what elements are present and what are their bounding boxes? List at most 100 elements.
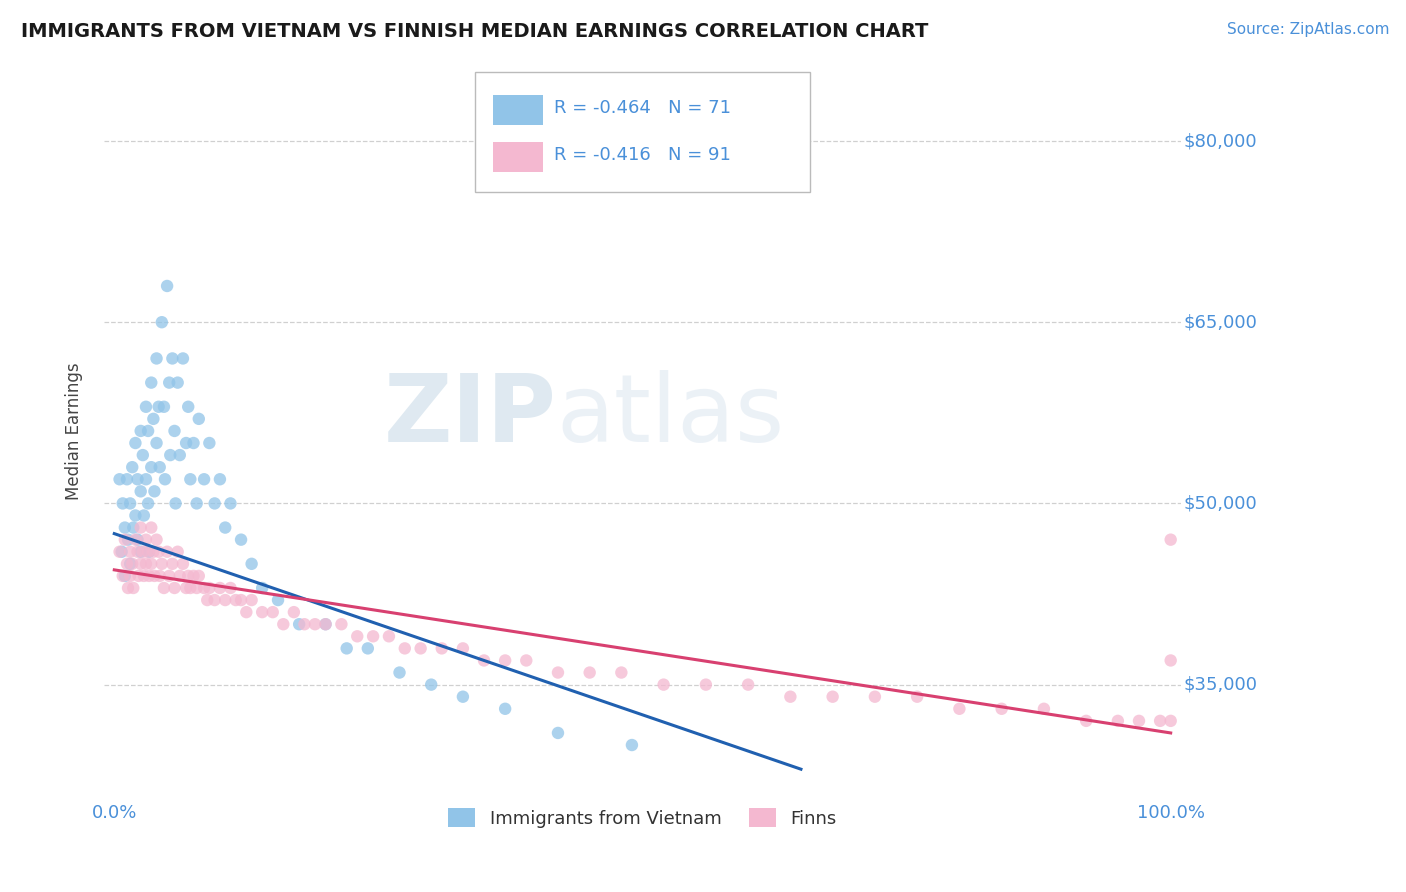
Point <box>610 665 633 680</box>
Point <box>179 472 201 486</box>
Point <box>174 436 197 450</box>
Point <box>219 581 242 595</box>
Point <box>114 569 136 583</box>
Point <box>240 557 263 571</box>
Point <box>132 569 155 583</box>
Point <box>214 593 236 607</box>
Point <box>378 629 401 643</box>
Text: R = -0.464   N = 71: R = -0.464 N = 71 <box>554 99 731 118</box>
Point <box>169 569 191 583</box>
Point <box>1149 714 1171 728</box>
Point <box>948 702 970 716</box>
Point <box>117 581 139 595</box>
Point <box>304 617 326 632</box>
Point <box>129 484 152 499</box>
Point <box>129 520 152 534</box>
Point <box>159 448 181 462</box>
Point <box>193 581 215 595</box>
Point <box>451 641 474 656</box>
Point <box>240 593 263 607</box>
Point <box>267 593 290 607</box>
Point <box>250 581 273 595</box>
Point <box>145 436 167 450</box>
Point <box>163 424 186 438</box>
Point <box>149 569 172 583</box>
Text: $50,000: $50,000 <box>1184 494 1257 512</box>
Point <box>1160 533 1182 547</box>
Point <box>271 617 294 632</box>
Point <box>156 279 179 293</box>
Point <box>357 641 380 656</box>
Point <box>472 653 495 667</box>
Point <box>129 557 152 571</box>
Point <box>165 496 187 510</box>
Point <box>430 641 453 656</box>
Point <box>169 448 191 462</box>
Point <box>195 593 218 607</box>
Point <box>157 376 180 390</box>
Point <box>128 569 150 583</box>
Point <box>124 508 146 523</box>
Point <box>229 593 252 607</box>
Legend: Immigrants from Vietnam, Finns: Immigrants from Vietnam, Finns <box>441 801 844 835</box>
Point <box>122 520 145 534</box>
Point <box>198 581 221 595</box>
Point <box>117 533 139 547</box>
Point <box>148 545 170 559</box>
Point <box>219 496 242 510</box>
Point <box>150 557 173 571</box>
Point <box>121 557 143 571</box>
Point <box>183 569 205 583</box>
Point <box>187 412 209 426</box>
Point <box>135 400 157 414</box>
Point <box>315 617 337 632</box>
Point <box>179 581 201 595</box>
FancyBboxPatch shape <box>475 72 810 192</box>
Point <box>172 557 194 571</box>
Point <box>120 545 142 559</box>
Point <box>121 460 143 475</box>
Point <box>1160 653 1182 667</box>
Point <box>145 533 167 547</box>
Point <box>620 738 643 752</box>
Point <box>578 665 600 680</box>
Point <box>149 460 172 475</box>
Point <box>229 533 252 547</box>
Point <box>142 545 165 559</box>
Point <box>111 545 134 559</box>
Point <box>120 569 142 583</box>
Point <box>336 641 359 656</box>
Point <box>204 496 226 510</box>
Point <box>187 569 209 583</box>
Point <box>114 533 136 547</box>
Point <box>186 581 208 595</box>
Point <box>283 605 305 619</box>
Point <box>135 557 157 571</box>
Point <box>652 678 675 692</box>
Point <box>288 617 311 632</box>
Point <box>1076 714 1098 728</box>
Point <box>156 545 179 559</box>
Text: atlas: atlas <box>557 370 785 462</box>
Point <box>186 496 208 510</box>
Point <box>177 569 200 583</box>
Point <box>388 665 411 680</box>
Point <box>262 605 284 619</box>
Point <box>132 545 155 559</box>
Point <box>141 460 163 475</box>
Point <box>361 629 384 643</box>
Point <box>905 690 928 704</box>
Point <box>141 520 163 534</box>
Point <box>737 678 759 692</box>
Point <box>141 557 163 571</box>
Point <box>547 726 569 740</box>
Point <box>136 424 159 438</box>
Point <box>515 653 537 667</box>
Point <box>172 351 194 366</box>
Point <box>204 593 226 607</box>
Point <box>132 508 155 523</box>
Point <box>132 448 155 462</box>
Point <box>114 520 136 534</box>
Point <box>163 581 186 595</box>
Point <box>346 629 368 643</box>
